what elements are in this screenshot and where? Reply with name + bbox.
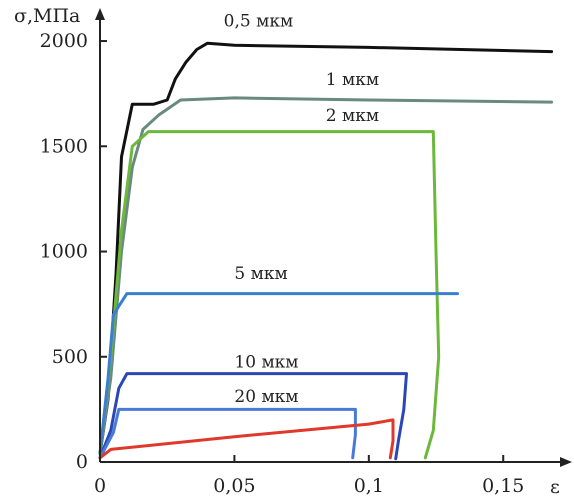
x-tick-label: 0,15 xyxy=(482,475,524,497)
x-axis-arrow-icon xyxy=(560,457,572,467)
label-layer: 0,5 мкм 1 мкм 2 мкм 5 мкм 10 мкм 20 мкм xyxy=(224,11,379,407)
series-line xyxy=(98,41,554,456)
x-tick-label: 0 xyxy=(94,475,106,497)
y-tick-label: 1000 xyxy=(40,241,88,263)
series-label: 10 мкм xyxy=(234,352,298,372)
series-layer xyxy=(98,41,554,461)
series-line xyxy=(98,407,357,460)
x-axis-title: ε xyxy=(550,476,560,498)
x-tick-label: 0,1 xyxy=(354,475,384,497)
series-label: 5 мкм xyxy=(234,264,287,284)
axis-layer xyxy=(95,8,572,467)
series-label: 2 мкм xyxy=(326,106,379,126)
y-tick-label: 2000 xyxy=(40,30,88,52)
series-line xyxy=(98,418,395,460)
series-label: 1 мкм xyxy=(326,70,379,90)
y-axis-title: σ,МПа xyxy=(14,5,80,27)
y-tick-label: 0 xyxy=(76,451,88,473)
tick-layer: 0 0,05 0,1 0,15 0 500 1000 1500 2000 xyxy=(40,30,525,497)
y-tick-label: 500 xyxy=(52,346,88,368)
series-line xyxy=(98,292,459,456)
series-label: 20 мкм xyxy=(234,387,298,407)
series-line xyxy=(98,130,441,460)
y-axis-arrow-icon xyxy=(95,8,105,20)
y-tick-label: 1500 xyxy=(40,135,88,157)
series-label: 0,5 мкм xyxy=(224,11,294,31)
series-line xyxy=(98,372,408,461)
x-tick-label: 0,05 xyxy=(213,475,255,497)
series-line xyxy=(98,96,554,456)
